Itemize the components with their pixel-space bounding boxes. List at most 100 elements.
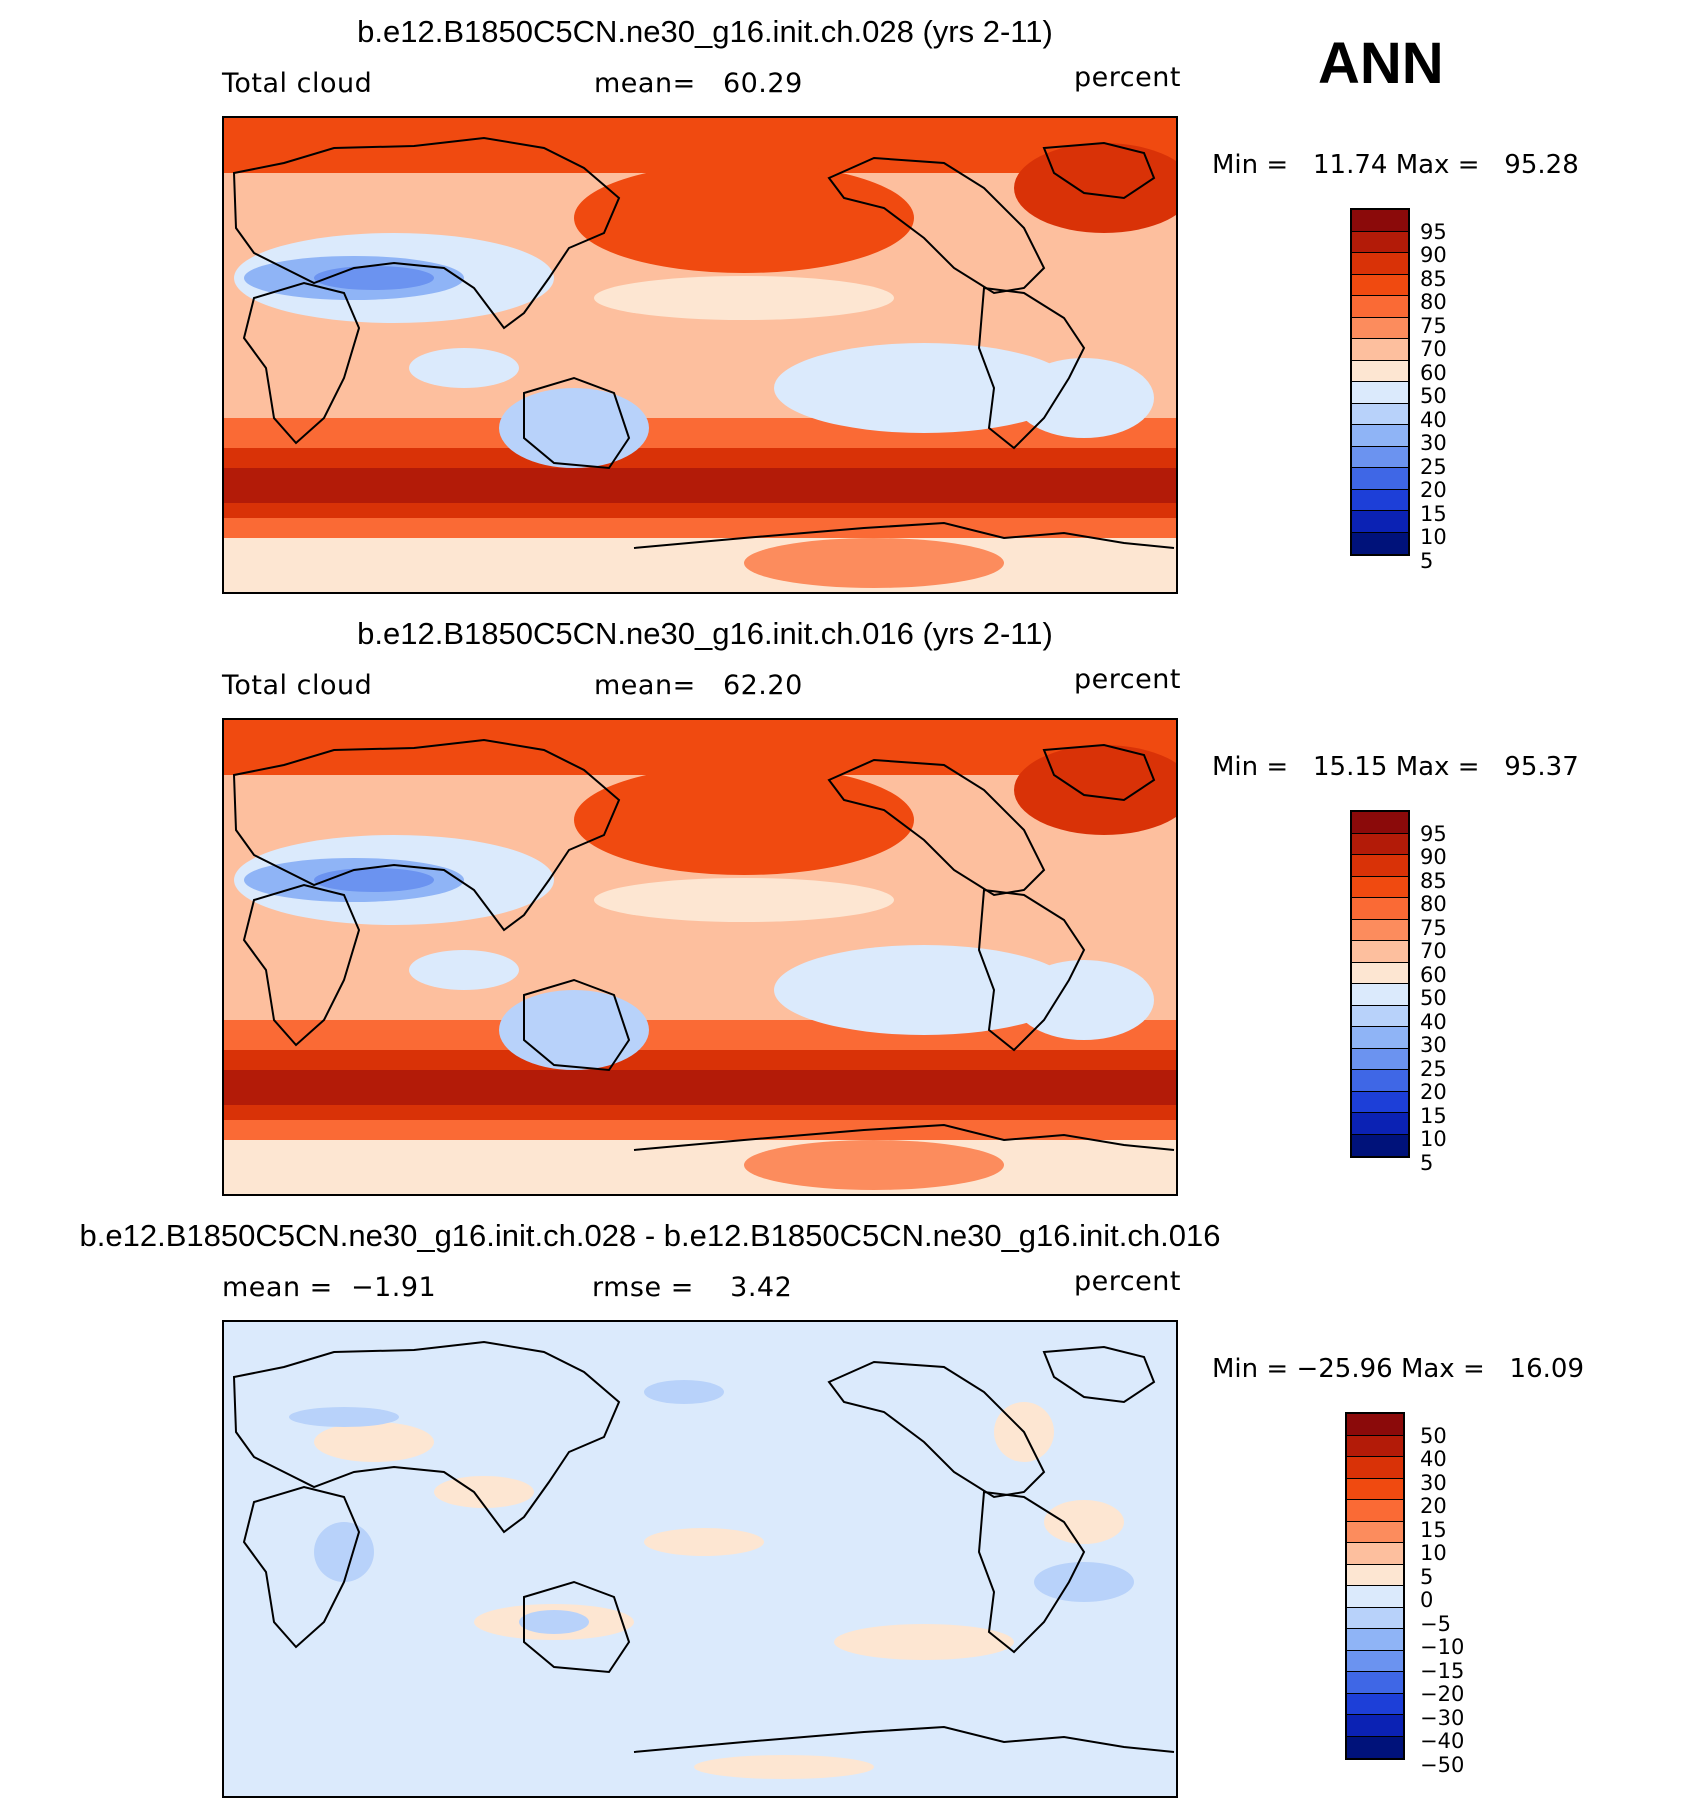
colorbar-tick-label: 95 bbox=[1420, 821, 1447, 846]
min-max-readout: Min = 15.15 Max = 95.37 bbox=[1212, 752, 1579, 782]
colorbar-tick-label: 60 bbox=[1420, 962, 1447, 987]
contour-region bbox=[594, 878, 894, 922]
colorbar-box bbox=[1352, 855, 1408, 877]
colorbar-box bbox=[1347, 1435, 1403, 1457]
colorbar-box bbox=[1352, 1091, 1408, 1113]
coastline bbox=[242, 1485, 361, 1649]
colorbar-box bbox=[1352, 339, 1408, 361]
colorbar-tick-label: 5 bbox=[1420, 548, 1434, 573]
colorbar-tick-label: 80 bbox=[1420, 892, 1447, 916]
colorbar-tick-label: −30 bbox=[1420, 1705, 1465, 1730]
colorbar-box bbox=[1352, 403, 1408, 425]
colorbar-tick-label: 70 bbox=[1420, 337, 1447, 361]
colorbar-tick-label: −20 bbox=[1420, 1682, 1465, 1706]
colorbar-tick-label: 75 bbox=[1420, 915, 1447, 940]
contour-region bbox=[224, 1070, 1176, 1105]
variable-label: Total cloud bbox=[222, 670, 373, 701]
colorbar-box bbox=[1352, 1048, 1408, 1070]
contour-region bbox=[1044, 1500, 1124, 1544]
colorbar-tick-label: 60 bbox=[1420, 360, 1447, 385]
colorbar-box bbox=[1352, 1134, 1408, 1156]
colorbar-box bbox=[1352, 296, 1408, 318]
coastline bbox=[633, 521, 1175, 549]
contour-region bbox=[224, 118, 1176, 173]
colorbar-box bbox=[1352, 425, 1408, 447]
variable-label: Total cloud bbox=[222, 68, 373, 99]
colorbar-tick-label: 25 bbox=[1420, 1056, 1447, 1081]
colorbar-tick-label: 10 bbox=[1420, 1127, 1447, 1151]
colorbar-box bbox=[1352, 210, 1408, 232]
colorbar-tick-label: −40 bbox=[1420, 1729, 1465, 1753]
colorbar-box bbox=[1352, 382, 1408, 404]
contour-region bbox=[594, 276, 894, 320]
colorbar-tick-label: 40 bbox=[1420, 1447, 1447, 1471]
colorbar-box bbox=[1347, 1672, 1403, 1694]
colorbar-box bbox=[1352, 231, 1408, 253]
units-label: percent bbox=[1074, 664, 1181, 695]
coastline bbox=[977, 286, 1086, 450]
colorbar-tick-label: 20 bbox=[1420, 1494, 1447, 1518]
colorbar-box bbox=[1352, 898, 1408, 920]
colorbar-tick-label: 85 bbox=[1420, 868, 1447, 893]
contour-region bbox=[744, 538, 1004, 588]
mean-label: mean= 62.20 bbox=[594, 670, 803, 701]
colorbar-box bbox=[1352, 941, 1408, 963]
contour-region bbox=[224, 468, 1176, 503]
units-label: percent bbox=[1074, 1266, 1181, 1297]
colorbar-tick-label: 10 bbox=[1420, 1541, 1447, 1565]
coastline bbox=[1042, 743, 1156, 802]
coastline bbox=[242, 883, 361, 1047]
colorbar-tick-label: 30 bbox=[1420, 1033, 1447, 1057]
colorbar-box bbox=[1347, 1650, 1403, 1672]
coastline bbox=[1042, 1345, 1156, 1404]
coastline bbox=[242, 281, 361, 445]
units-label: percent bbox=[1074, 62, 1181, 93]
contour-region bbox=[574, 163, 914, 273]
colorbar-tick-label: 15 bbox=[1420, 501, 1447, 526]
colorbar-box bbox=[1352, 511, 1408, 533]
colorbar-tick-label: 50 bbox=[1420, 986, 1447, 1010]
colorbar-box bbox=[1352, 1027, 1408, 1049]
rmse-label: rmse = 3.42 bbox=[592, 1272, 793, 1303]
contour-region bbox=[224, 538, 1176, 592]
colorbar-box bbox=[1352, 919, 1408, 941]
colorbar-box bbox=[1347, 1543, 1403, 1565]
colorbar-tick-label: 90 bbox=[1420, 845, 1447, 869]
colorbar-box bbox=[1352, 253, 1408, 275]
contour-region bbox=[224, 720, 1176, 775]
colorbar-box bbox=[1347, 1586, 1403, 1608]
colorbar-box bbox=[1352, 833, 1408, 855]
contour-region bbox=[834, 1624, 1014, 1660]
panel-title: b.e12.B1850C5CN.ne30_g16.init.ch.028 (yr… bbox=[357, 14, 1053, 49]
contour-region bbox=[694, 1755, 874, 1779]
coastline bbox=[977, 1490, 1086, 1654]
coastline bbox=[232, 738, 621, 932]
colorbar-box bbox=[1352, 962, 1408, 984]
panel-difference: b.e12.B1850C5CN.ne30_g16.init.ch.028 - b… bbox=[0, 1204, 1705, 1804]
colorbar-tick-label: 40 bbox=[1420, 1009, 1447, 1034]
panel-case-028: b.e12.B1850C5CN.ne30_g16.init.ch.028 (yr… bbox=[0, 0, 1705, 600]
colorbar-box bbox=[1352, 1005, 1408, 1027]
colorbar bbox=[1350, 208, 1410, 556]
colorbar-tick-label: −50 bbox=[1420, 1752, 1465, 1777]
colorbar-tick-label: 50 bbox=[1420, 1423, 1447, 1448]
colorbar bbox=[1350, 810, 1410, 1158]
map-plot bbox=[222, 1320, 1178, 1798]
contour-region bbox=[744, 1140, 1004, 1190]
colorbar-tick-label: 30 bbox=[1420, 431, 1447, 455]
coastline bbox=[633, 1725, 1175, 1753]
colorbar-tick-label: 75 bbox=[1420, 313, 1447, 338]
contour-region bbox=[774, 343, 1074, 433]
panel-title: b.e12.B1850C5CN.ne30_g16.init.ch.028 - b… bbox=[79, 1218, 1221, 1253]
colorbar-tick-label: 15 bbox=[1420, 1517, 1447, 1542]
colorbar-box bbox=[1352, 812, 1408, 834]
colorbar-box bbox=[1347, 1564, 1403, 1586]
coastline bbox=[232, 1340, 621, 1534]
contour-map bbox=[224, 720, 1176, 1194]
colorbar-box bbox=[1352, 360, 1408, 382]
contour-region bbox=[1014, 143, 1176, 233]
contour-region bbox=[314, 1522, 374, 1582]
contour-region bbox=[1034, 1562, 1134, 1602]
coastline bbox=[827, 1360, 1046, 1499]
contour-region bbox=[1014, 745, 1176, 835]
